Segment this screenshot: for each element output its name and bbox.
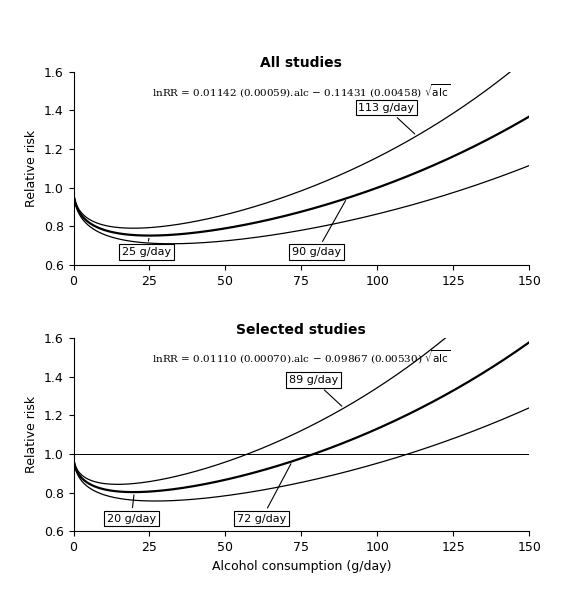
- Text: 113 g/day: 113 g/day: [359, 103, 415, 134]
- Text: lnRR = 0.01110 (0.00070).alc − 0.09867 (0.00530) $\sqrt{\mathrm{alc}}$: lnRR = 0.01110 (0.00070).alc − 0.09867 (…: [152, 349, 450, 367]
- Text: lnRR = 0.01142 (0.00059).alc − 0.11431 (0.00458) $\sqrt{\mathrm{alc}}$: lnRR = 0.01142 (0.00059).alc − 0.11431 (…: [152, 82, 450, 100]
- Y-axis label: Relative risk: Relative risk: [25, 130, 38, 207]
- Title: Selected studies: Selected studies: [236, 323, 366, 337]
- X-axis label: Alcohol consumption (g/day): Alcohol consumption (g/day): [212, 559, 391, 573]
- Text: 89 g/day: 89 g/day: [289, 375, 342, 406]
- Y-axis label: Relative risk: Relative risk: [25, 396, 38, 473]
- Text: 25 g/day: 25 g/day: [122, 238, 171, 257]
- Text: 90 g/day: 90 g/day: [292, 201, 346, 257]
- Text: 72 g/day: 72 g/day: [237, 464, 291, 524]
- Title: All studies: All studies: [260, 57, 342, 70]
- Text: 20 g/day: 20 g/day: [106, 495, 156, 524]
